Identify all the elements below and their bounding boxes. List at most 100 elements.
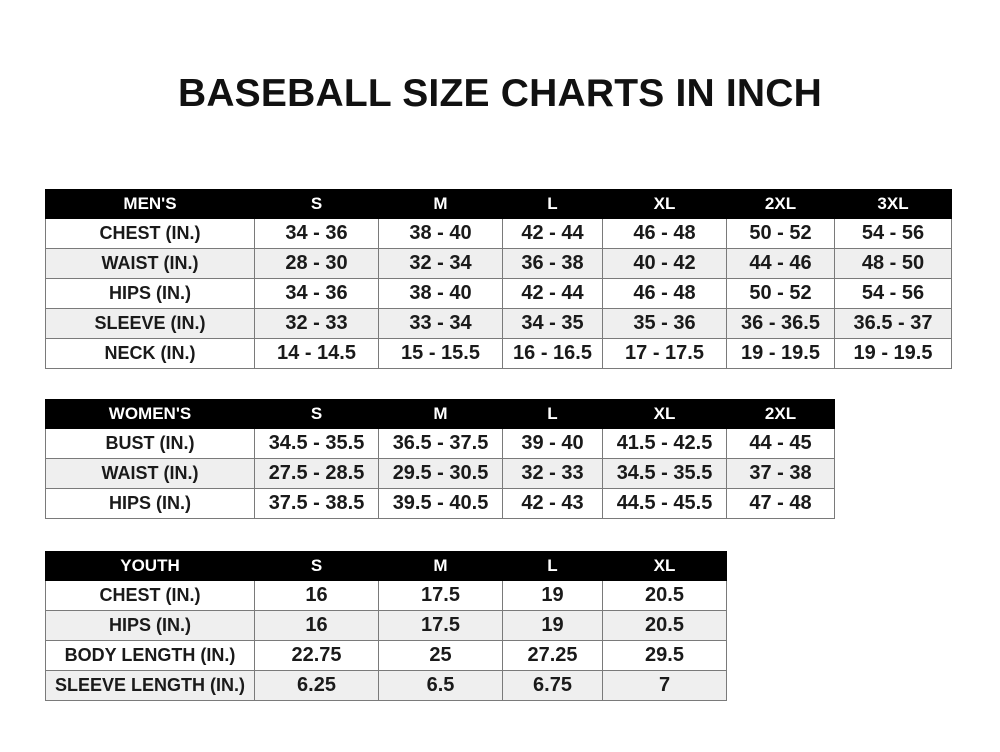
- size-header: XL: [602, 189, 727, 219]
- category-header: MEN'S: [45, 189, 255, 219]
- size-value: 38 - 40: [378, 278, 503, 309]
- size-value: 32 - 33: [254, 308, 379, 339]
- size-value: 34.5 - 35.5: [254, 428, 379, 459]
- size-header: L: [502, 189, 603, 219]
- size-value: 19: [502, 610, 603, 641]
- size-value: 6.75: [502, 670, 603, 701]
- size-value: 34 - 36: [254, 218, 379, 249]
- measurement-label: BUST (IN.): [45, 428, 255, 459]
- size-value: 15 - 15.5: [378, 338, 503, 369]
- measurement-label: HIPS (IN.): [45, 488, 255, 519]
- measurement-label: SLEEVE (IN.): [45, 308, 255, 339]
- size-value: 29.5 - 30.5: [378, 458, 503, 489]
- size-value: 48 - 50: [834, 248, 952, 279]
- measurement-label: HIPS (IN.): [45, 278, 255, 309]
- size-value: 40 - 42: [602, 248, 727, 279]
- size-header: 3XL: [834, 189, 952, 219]
- size-header: XL: [602, 551, 727, 581]
- size-header: M: [378, 399, 503, 429]
- size-value: 19: [502, 580, 603, 611]
- table-row: CHEST (IN.) 16 17.5 19 20.5: [45, 580, 727, 611]
- size-value: 33 - 34: [378, 308, 503, 339]
- table-row: NECK (IN.) 14 - 14.5 15 - 15.5 16 - 16.5 17 …: [45, 338, 952, 369]
- size-value: 32 - 33: [502, 458, 603, 489]
- size-value: 17.5: [378, 610, 503, 641]
- table-row: WAIST (IN.) 28 - 30 32 - 34 36 - 38 40 - 42 4…: [45, 248, 952, 279]
- page-title: BASEBALL SIZE CHARTS IN INCH: [177, 72, 823, 115]
- size-value: 27.25: [502, 640, 603, 671]
- measurement-label: SLEEVE LENGTH (IN.): [45, 670, 255, 701]
- size-value: 6.25: [254, 670, 379, 701]
- size-header: S: [254, 551, 379, 581]
- table-row: CHEST (IN.) 34 - 36 38 - 40 42 - 44 46 - 48 5…: [45, 218, 952, 249]
- size-value: 54 - 56: [834, 218, 952, 249]
- measurement-label: WAIST (IN.): [45, 248, 255, 279]
- size-value: 50 - 52: [726, 278, 835, 309]
- size-header: XL: [602, 399, 727, 429]
- size-value: 32 - 34: [378, 248, 503, 279]
- measurement-label: CHEST (IN.): [45, 580, 255, 611]
- table-row: SLEEVE LENGTH (IN.) 6.25 6.5 6.75 7: [45, 670, 727, 701]
- size-value: 29.5: [602, 640, 727, 671]
- header-row: WOMEN'S S M L XL 2XL: [45, 399, 835, 429]
- size-value: 44 - 45: [726, 428, 835, 459]
- category-header: WOMEN'S: [45, 399, 255, 429]
- size-value: 34.5 - 35.5: [602, 458, 727, 489]
- size-value: 46 - 48: [602, 218, 727, 249]
- size-value: 6.5: [378, 670, 503, 701]
- size-header: L: [502, 551, 603, 581]
- table-row: WAIST (IN.) 27.5 - 28.5 29.5 - 30.5 32 - 33…: [45, 458, 835, 489]
- size-value: 44.5 - 45.5: [602, 488, 727, 519]
- measurement-label: WAIST (IN.): [45, 458, 255, 489]
- measurement-label: HIPS (IN.): [45, 610, 255, 641]
- size-value: 36.5 - 37.5: [378, 428, 503, 459]
- size-value: 16: [254, 580, 379, 611]
- measurement-label: CHEST (IN.): [45, 218, 255, 249]
- size-value: 36.5 - 37: [834, 308, 952, 339]
- size-value: 35 - 36: [602, 308, 727, 339]
- size-value: 20.5: [602, 580, 727, 611]
- size-value: 42 - 44: [502, 218, 603, 249]
- size-value: 47 - 48: [726, 488, 835, 519]
- table-row: BODY LENGTH (IN.) 22.75 25 27.25 29.5: [45, 640, 727, 671]
- size-value: 28 - 30: [254, 248, 379, 279]
- size-header: M: [378, 551, 503, 581]
- size-value: 16: [254, 610, 379, 641]
- table-row: BUST (IN.) 34.5 - 35.5 36.5 - 37.5 39 - 40 4…: [45, 428, 835, 459]
- size-value: 42 - 43: [502, 488, 603, 519]
- size-value: 17 - 17.5: [602, 338, 727, 369]
- table-row: HIPS (IN.) 16 17.5 19 20.5: [45, 610, 727, 641]
- measurement-label: NECK (IN.): [45, 338, 255, 369]
- size-value: 54 - 56: [834, 278, 952, 309]
- size-value: 46 - 48: [602, 278, 727, 309]
- size-value: 38 - 40: [378, 218, 503, 249]
- size-value: 17.5: [378, 580, 503, 611]
- size-value: 22.75: [254, 640, 379, 671]
- size-value: 34 - 36: [254, 278, 379, 309]
- size-header: M: [378, 189, 503, 219]
- size-value: 39.5 - 40.5: [378, 488, 503, 519]
- size-value: 41.5 - 42.5: [602, 428, 727, 459]
- size-value: 37 - 38: [726, 458, 835, 489]
- header-row: YOUTH S M L XL: [45, 551, 727, 581]
- category-header: YOUTH: [45, 551, 255, 581]
- size-value: 37.5 - 38.5: [254, 488, 379, 519]
- size-value: 36 - 36.5: [726, 308, 835, 339]
- size-value: 34 - 35: [502, 308, 603, 339]
- size-header: S: [254, 399, 379, 429]
- measurement-label: BODY LENGTH (IN.): [45, 640, 255, 671]
- size-value: 19 - 19.5: [726, 338, 835, 369]
- table-row: SLEEVE (IN.) 32 - 33 33 - 34 34 - 35 35 - 36…: [45, 308, 952, 339]
- size-value: 42 - 44: [502, 278, 603, 309]
- size-value: 44 - 46: [726, 248, 835, 279]
- size-value: 27.5 - 28.5: [254, 458, 379, 489]
- size-header: 2XL: [726, 399, 835, 429]
- size-header: 2XL: [726, 189, 835, 219]
- size-value: 39 - 40: [502, 428, 603, 459]
- size-value: 19 - 19.5: [834, 338, 952, 369]
- youth-size-table: YOUTH S M L XL CHEST (IN.) 16 17.5 19 20.5 HIPS (I…: [45, 551, 727, 701]
- size-value: 14 - 14.5: [254, 338, 379, 369]
- size-value: 7: [602, 670, 727, 701]
- mens-size-table: MEN'S S M L XL 2XL 3XL CHEST (IN.) 34 - 36 38 - 4…: [45, 189, 952, 369]
- header-row: MEN'S S M L XL 2XL 3XL: [45, 189, 952, 219]
